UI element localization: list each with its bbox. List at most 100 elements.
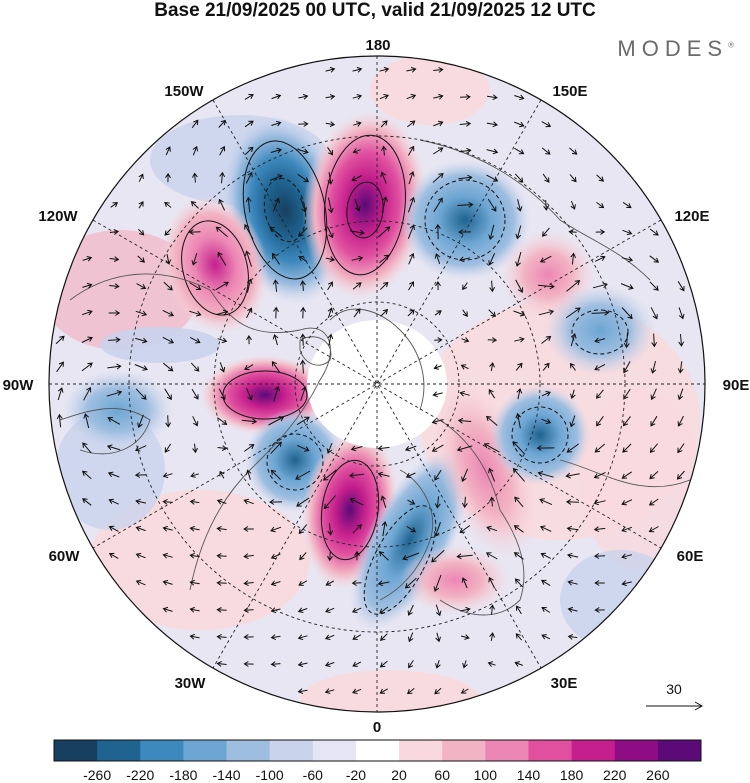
wind-arrow	[271, 252, 280, 265]
colorbar-swatch	[97, 740, 141, 761]
coastline	[69, 273, 331, 591]
anomaly-patch	[49, 230, 200, 350]
wind-arrow	[489, 280, 496, 293]
wind-arrow	[433, 197, 443, 213]
meridian	[92, 219, 662, 549]
wind-arrow	[108, 552, 119, 559]
wind-arrow	[297, 661, 308, 668]
wind-arrow	[596, 416, 604, 427]
wind-arrow	[270, 580, 281, 587]
wind-arrow	[434, 223, 441, 240]
wind-arrow	[541, 335, 552, 344]
wind-arrow	[570, 389, 576, 400]
wind-arrow	[516, 199, 523, 212]
wind-arrow	[218, 119, 226, 128]
wind-arrow	[324, 634, 335, 640]
wind-arrow	[462, 282, 468, 291]
meridian	[92, 219, 662, 549]
wind-arrow	[56, 413, 63, 428]
wind-arrow	[244, 94, 254, 100]
wind-arrow	[162, 498, 173, 505]
wind-arrow	[215, 226, 228, 238]
graticule	[49, 56, 705, 712]
wind-arrow	[162, 579, 173, 586]
wind-arrow	[352, 661, 362, 667]
wind-arrow	[541, 121, 552, 128]
wind-arrow	[459, 147, 472, 154]
wind-arrow	[190, 200, 199, 209]
wind-arrow	[486, 525, 498, 532]
wind-arrow	[189, 525, 200, 532]
wind-arrow	[377, 580, 390, 587]
wind-arrow	[594, 607, 605, 613]
wind-arrow	[594, 443, 606, 453]
wind-arrow	[354, 199, 361, 212]
wind-arrow	[408, 171, 415, 185]
wind-arrow	[379, 688, 388, 694]
wind-arrow	[621, 256, 634, 263]
wind-arrow	[649, 228, 659, 236]
wind-arrow	[323, 495, 336, 510]
colorbar-swatch	[442, 740, 486, 761]
wind-arrow	[272, 279, 279, 292]
wind-arrow	[379, 281, 389, 290]
wind-arrow	[109, 256, 120, 262]
colorbar-swatch	[312, 740, 357, 761]
wind-arrow	[406, 66, 417, 73]
wind-arrow	[164, 388, 172, 401]
wind-arrow	[300, 386, 307, 401]
wind-arrow	[407, 499, 416, 505]
wind-arrow	[486, 148, 499, 155]
anomaly-patch	[560, 550, 680, 650]
wind-arrow	[433, 364, 442, 370]
wind-arrow	[216, 607, 227, 613]
wind-arrow	[377, 445, 390, 452]
wind-arrow	[515, 633, 523, 641]
wind-arrow	[246, 278, 253, 293]
wind-arrow	[244, 444, 255, 452]
wind-arrow	[138, 200, 144, 209]
wind-arrow	[246, 307, 253, 319]
wind-arrow	[542, 362, 550, 371]
wind-arrow	[270, 469, 281, 480]
wind-arrow	[595, 229, 606, 235]
wind-arrow	[435, 659, 441, 669]
wind-arrow	[295, 470, 311, 480]
wind-arrow	[407, 309, 415, 317]
negative-anomaly	[490, 385, 590, 485]
wind-arrow	[162, 552, 173, 559]
wind-arrow	[162, 309, 175, 317]
wind-arrow	[162, 525, 173, 532]
wind-arrow	[381, 196, 388, 213]
wind-arrow	[135, 310, 148, 317]
wind-arrow	[352, 282, 362, 290]
wind-arrow	[406, 120, 416, 128]
wind-arrow	[514, 336, 525, 343]
wind-arrow	[514, 121, 525, 128]
wind-arrow	[536, 445, 555, 451]
wind-arrow	[164, 201, 172, 208]
wind-arrow	[297, 607, 308, 613]
wind-arrow	[460, 364, 469, 370]
negative-anomaly	[350, 449, 470, 631]
wind-arrow	[488, 252, 496, 266]
wind-arrow	[651, 333, 658, 348]
wind-arrow	[570, 252, 577, 265]
wind-arrow	[377, 471, 390, 478]
contour	[242, 140, 328, 280]
wind-arrow	[243, 580, 254, 587]
wind-arrow	[81, 470, 92, 480]
wind-arrow	[83, 386, 92, 401]
wind-arrow	[217, 337, 228, 344]
wind-arrow	[244, 120, 254, 128]
wind-vectors	[55, 66, 685, 695]
wind-arrow	[219, 362, 226, 373]
wind-arrow	[593, 499, 606, 506]
wind-arrow	[407, 632, 414, 643]
wind-arrow	[678, 334, 685, 347]
wind-arrow	[408, 660, 414, 669]
wind-arrow	[350, 229, 365, 236]
wind-arrow	[514, 496, 524, 508]
wind-arrow	[460, 634, 470, 640]
wind-arrow	[431, 444, 444, 452]
